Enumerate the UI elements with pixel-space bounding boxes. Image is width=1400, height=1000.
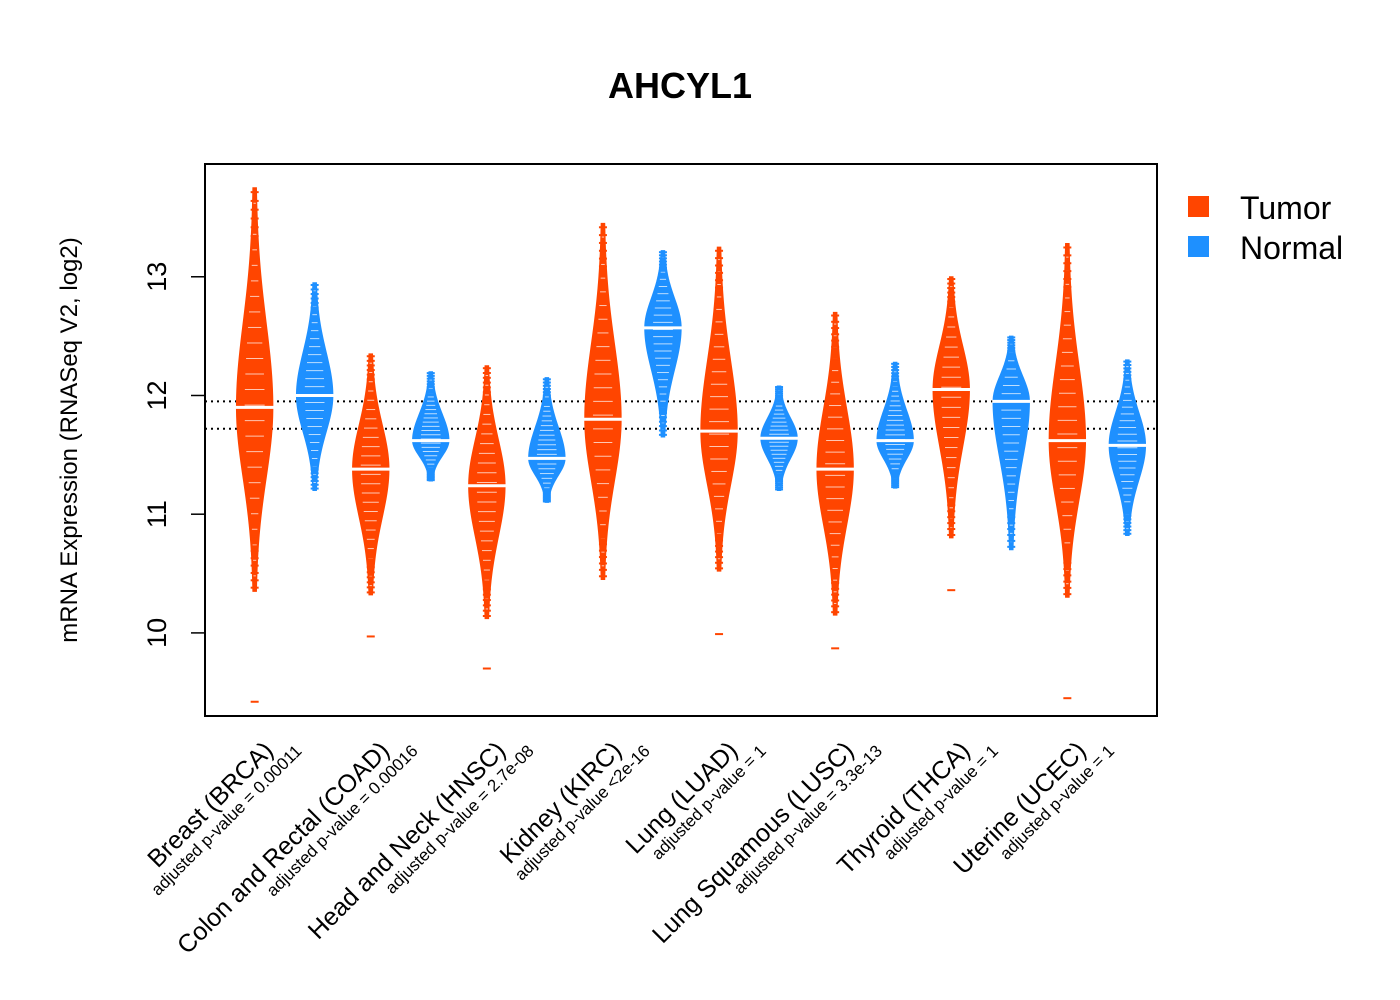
normal-violin: [876, 361, 915, 489]
tumor-violin: [583, 222, 622, 580]
normal-violin: [760, 385, 799, 491]
y-tick-label: 11: [142, 500, 172, 528]
legend-label: Tumor: [1240, 190, 1332, 226]
tumor-violin: [932, 276, 971, 592]
normal-violin: [295, 282, 334, 491]
tumor-violin: [351, 353, 390, 638]
y-tick-label: 12: [142, 380, 172, 410]
y-axis: 10 11 12 13: [142, 262, 206, 648]
legend-swatch: [1188, 236, 1209, 257]
legend: Tumor Normal: [1188, 190, 1343, 266]
plot-area: [205, 187, 1157, 703]
normal-violin: [992, 335, 1031, 551]
legend-label: Normal: [1240, 230, 1343, 266]
y-axis-label: mRNA Expression (RNASeq V2, log2): [56, 237, 83, 643]
legend-swatch: [1188, 196, 1209, 217]
tumor-violin: [467, 365, 506, 670]
normal-violin: [527, 377, 566, 503]
y-tick-label: 10: [142, 618, 172, 648]
tumor-violin: [1048, 243, 1087, 700]
tumor-violin: [700, 246, 739, 636]
chart-title: AHCYL1: [608, 65, 752, 106]
normal-violin: [1108, 359, 1147, 537]
y-tick-label: 13: [142, 262, 172, 292]
x-axis-labels: Breast (BRCA)adjusted p-value = 0.00011C…: [142, 736, 1118, 959]
tumor-violin: [235, 187, 274, 703]
tumor-violin: [816, 311, 855, 650]
normal-violin: [643, 250, 682, 438]
normal-violin: [411, 371, 450, 482]
